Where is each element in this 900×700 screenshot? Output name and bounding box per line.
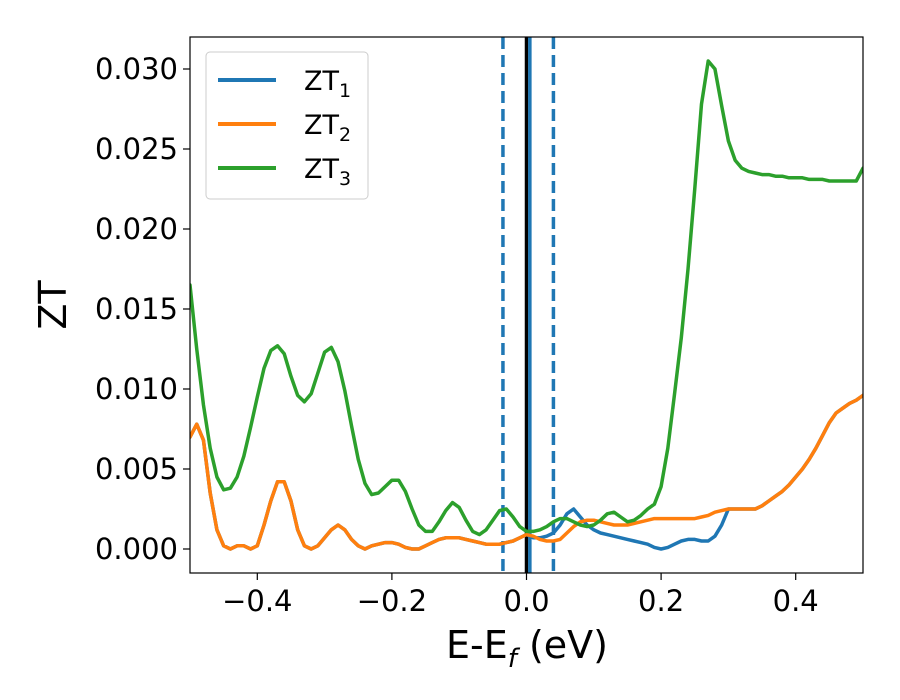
x-tick-label: 0.0 — [503, 584, 549, 618]
x-tick-label: 0.4 — [773, 584, 819, 618]
x-axis: −0.4 −0.2 0.0 0.2 0.4 — [222, 573, 819, 618]
y-tick-label: 0.030 — [95, 52, 178, 86]
legend-box — [205, 51, 369, 200]
x-tick-label: −0.4 — [222, 584, 292, 618]
y-tick-label: 0.015 — [95, 292, 178, 326]
reference-lines — [501, 37, 556, 573]
legend-label-2: ZT2 — [304, 110, 351, 146]
y-axis: 0.000 0.005 0.010 0.015 0.020 0.025 0.030 — [95, 52, 190, 566]
y-axis-title: ZT — [31, 280, 75, 330]
x-axis-title: E-Ef (eV) — [446, 623, 608, 674]
y-tick-label: 0.020 — [95, 212, 178, 246]
x-tick-label: −0.2 — [357, 584, 427, 618]
y-tick-label: 0.000 — [95, 532, 178, 566]
legend: ZT1 ZT2 ZT3 — [205, 51, 369, 200]
x-tick-label: 0.2 — [638, 584, 684, 618]
series-lines — [190, 59, 863, 551]
legend-label-1: ZT1 — [304, 66, 351, 102]
y-tick-label: 0.010 — [95, 372, 178, 406]
y-tick-label: 0.005 — [95, 452, 178, 486]
legend-label-3: ZT3 — [304, 154, 351, 190]
y-tick-label: 0.025 — [95, 132, 178, 166]
series-line-2 — [190, 393, 863, 551]
series-line-3 — [190, 59, 863, 537]
